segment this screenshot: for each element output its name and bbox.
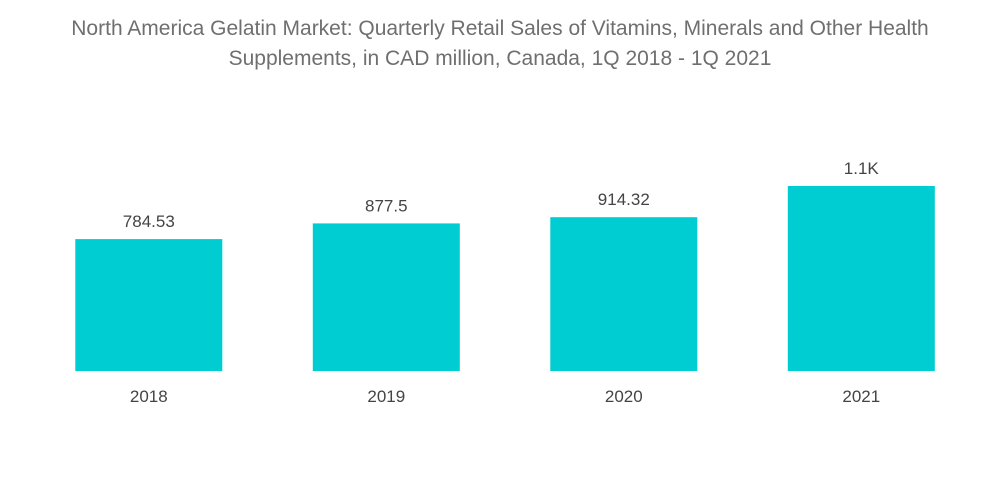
x-tick-label-2021: 2021 (842, 387, 880, 406)
data-label-2018: 784.53 (123, 212, 175, 231)
x-tick-label-2020: 2020 (605, 387, 643, 406)
data-label-2019: 877.5 (365, 196, 408, 215)
chart-title: North America Gelatin Market: Quarterly … (0, 14, 1000, 74)
data-label-2020: 914.32 (598, 190, 650, 209)
x-tick-label-2018: 2018 (130, 387, 168, 406)
chart-title-line-1: North America Gelatin Market: Quarterly … (71, 17, 929, 40)
bar-2020 (550, 217, 698, 371)
bar-2019 (312, 223, 460, 371)
plot-area: 784.53 2018 877.5 2019 914.32 2020 1.1K 2021 (75, 159, 935, 406)
x-tick-label-2019: 2019 (367, 387, 405, 406)
bar-2018 (75, 239, 223, 371)
bar-2021 (787, 186, 935, 371)
data-label-2021: 1.1K (844, 159, 880, 178)
chart-title-line-2: Supplements, in CAD million, Canada, 1Q … (228, 47, 772, 70)
